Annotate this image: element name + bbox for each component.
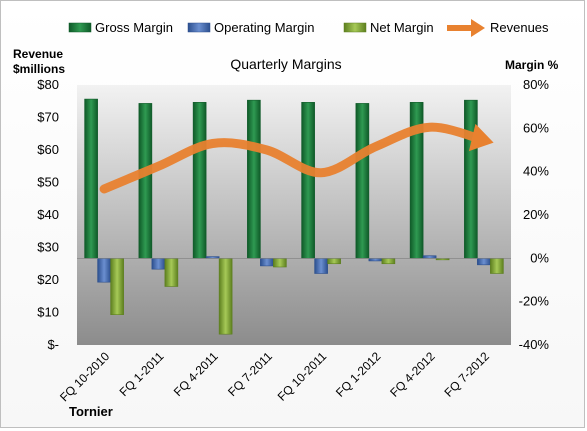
legend-swatch-revenues bbox=[447, 19, 485, 37]
gross-margin-bar bbox=[85, 99, 98, 258]
legend-swatch-gross-margin bbox=[69, 23, 91, 32]
right-axis-title: Margin % bbox=[505, 58, 559, 72]
net-margin-bar bbox=[273, 258, 286, 267]
net-margin-bar bbox=[219, 258, 232, 334]
category-label: FQ 1-2011 bbox=[117, 349, 167, 399]
net-margin-bar bbox=[490, 258, 503, 273]
net-margin-bar bbox=[111, 258, 124, 314]
left-axis-title-line1: Revenue bbox=[13, 47, 63, 61]
left-tick-label: $60 bbox=[37, 142, 59, 157]
right-axis-ticks: -40% -20% 0% 20% 40% 60% 80% bbox=[519, 77, 550, 352]
category-label: FQ 7-2011 bbox=[225, 349, 275, 399]
left-axis-ticks: $- $10 $20 $30 $40 $50 $60 $70 $80 bbox=[37, 77, 59, 352]
gross-margin-bar bbox=[247, 100, 260, 258]
gross-margin-bar bbox=[193, 102, 206, 258]
left-tick-label: $30 bbox=[37, 240, 59, 255]
operating-margin-bar bbox=[152, 258, 165, 269]
operating-margin-bar bbox=[423, 256, 436, 259]
legend-label-net-margin: Net Margin bbox=[370, 20, 434, 35]
right-tick-label: 20% bbox=[523, 207, 549, 222]
legend: Gross Margin Operating Margin Net Margin… bbox=[69, 19, 549, 37]
left-tick-label: $20 bbox=[37, 272, 59, 287]
left-tick-label: $10 bbox=[37, 305, 59, 320]
legend-swatch-operating-margin bbox=[188, 23, 210, 32]
category-label: FQ 1-2012 bbox=[333, 349, 384, 400]
legend-label-revenues: Revenues bbox=[490, 20, 549, 35]
left-tick-label: $40 bbox=[37, 207, 59, 222]
right-tick-label: 60% bbox=[523, 120, 549, 135]
gross-margin-bar bbox=[302, 102, 315, 258]
gross-margin-bar bbox=[139, 103, 152, 258]
category-label: FQ 4-2012 bbox=[387, 349, 438, 400]
category-label: FQ 10-2011 bbox=[275, 349, 330, 404]
right-tick-label: 40% bbox=[523, 164, 549, 179]
right-tick-label: -20% bbox=[519, 294, 550, 309]
legend-label-gross-margin: Gross Margin bbox=[95, 20, 173, 35]
category-label: FQ 10-2010 bbox=[57, 349, 112, 404]
right-tick-label: 80% bbox=[523, 77, 549, 92]
operating-margin-bar bbox=[260, 258, 273, 266]
gross-margin-bar bbox=[356, 103, 369, 258]
category-label: FQ 7-2012 bbox=[442, 349, 493, 400]
category-label: FQ 4-2011 bbox=[171, 349, 221, 399]
right-tick-label: 0% bbox=[530, 250, 549, 265]
left-tick-label: $- bbox=[47, 337, 59, 352]
operating-margin-bar bbox=[477, 258, 490, 265]
net-margin-bar bbox=[165, 258, 178, 286]
company-name: Tornier bbox=[69, 404, 113, 419]
legend-swatch-net-margin bbox=[344, 23, 366, 32]
left-tick-label: $80 bbox=[37, 77, 59, 92]
operating-margin-bar bbox=[315, 258, 328, 273]
legend-label-operating-margin: Operating Margin bbox=[214, 20, 314, 35]
operating-margin-bar bbox=[98, 258, 111, 282]
operating-margin-bar bbox=[369, 258, 382, 261]
chart-title: Quarterly Margins bbox=[230, 56, 341, 72]
left-tick-label: $50 bbox=[37, 175, 59, 190]
net-margin-bar bbox=[382, 258, 395, 263]
gross-margin-bar bbox=[464, 100, 477, 258]
net-margin-bar bbox=[328, 258, 341, 263]
left-axis-title-line2: $millions bbox=[13, 62, 65, 76]
left-tick-label: $70 bbox=[37, 110, 59, 125]
right-tick-label: -40% bbox=[519, 337, 550, 352]
